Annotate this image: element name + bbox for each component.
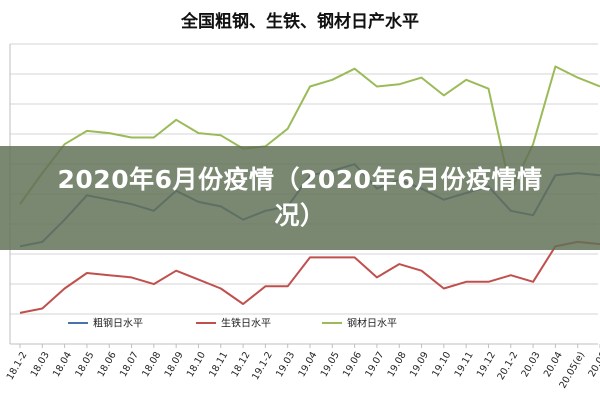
x-tick-label: 19.07 <box>363 350 386 379</box>
x-tick-label: 18.1-2 <box>5 350 30 382</box>
x-tick-label: 19.09 <box>408 350 431 379</box>
legend: 粗钢日水平 生铁日水平 钢材日水平 <box>68 317 397 330</box>
legend-label-1: 粗钢日水平 <box>93 317 143 330</box>
x-tick-label: 18.06 <box>96 350 119 379</box>
legend-label-3: 钢材日水平 <box>347 317 397 330</box>
x-tick-label: 19.06 <box>341 350 364 379</box>
x-tick-label: 19.05 <box>319 350 342 379</box>
x-tick-label: 20.03 <box>519 350 542 379</box>
x-tick-label: 18.05 <box>73 350 96 379</box>
overlay-caption: 2020年6月份疫情（2020年6月份疫情情况） <box>57 165 543 230</box>
x-tick-label: 18.04 <box>51 350 74 379</box>
legend-label-2: 生铁日水平 <box>221 317 271 330</box>
gridlines <box>9 43 598 345</box>
x-tick-label: 19.10 <box>430 350 453 379</box>
x-tick-label: 20.06 <box>586 350 600 379</box>
x-tick-label: 19.11 <box>453 350 476 379</box>
x-tick-label: 18.03 <box>29 350 52 379</box>
x-tick-label: 20.1-2 <box>495 350 520 382</box>
x-tick-label: 19.03 <box>274 350 297 379</box>
x-tick-label: 18.09 <box>163 350 186 379</box>
x-tick-label: 19.1-2 <box>250 350 275 382</box>
x-tick-label: 18.11 <box>207 350 230 379</box>
x-tick-label: 18.10 <box>185 350 208 379</box>
x-tick-labels: 18.1-2 18.03 18.04 18.05 18.06 18.07 18.08 18.0… <box>5 344 600 391</box>
x-tick-label: 18.12 <box>229 350 252 379</box>
x-tick-label: 19.08 <box>386 350 409 379</box>
series-line-2 <box>19 240 600 314</box>
chart-title: 全国粗钢、生铁、钢材日产水平 <box>180 11 419 32</box>
x-tick-label: 18.08 <box>140 350 163 379</box>
x-tick-label: 19.04 <box>296 350 319 379</box>
title-overlay-banner: 2020年6月份疫情（2020年6月份疫情情况） <box>0 146 600 250</box>
x-tick-label: 18.07 <box>118 350 141 379</box>
x-tick-label: 19.12 <box>475 350 498 379</box>
x-tick-label: 20.04 <box>542 350 565 379</box>
